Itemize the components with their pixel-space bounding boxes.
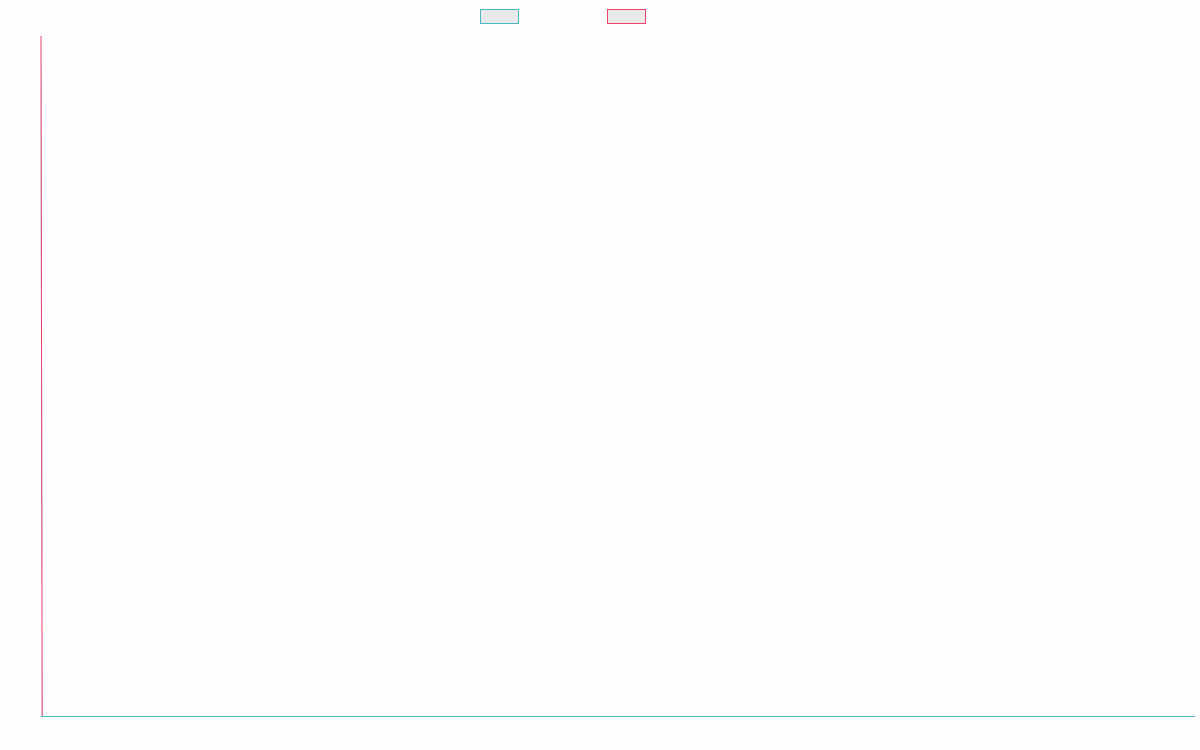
- legend-swatch-series-2: [607, 9, 646, 24]
- chart-legend: [480, 9, 652, 24]
- legend-item-series-1[interactable]: [480, 9, 525, 24]
- series-line-2: [40, 35, 43, 717]
- legend-item-series-2[interactable]: [607, 9, 652, 24]
- legend-swatch-series-1: [480, 9, 519, 24]
